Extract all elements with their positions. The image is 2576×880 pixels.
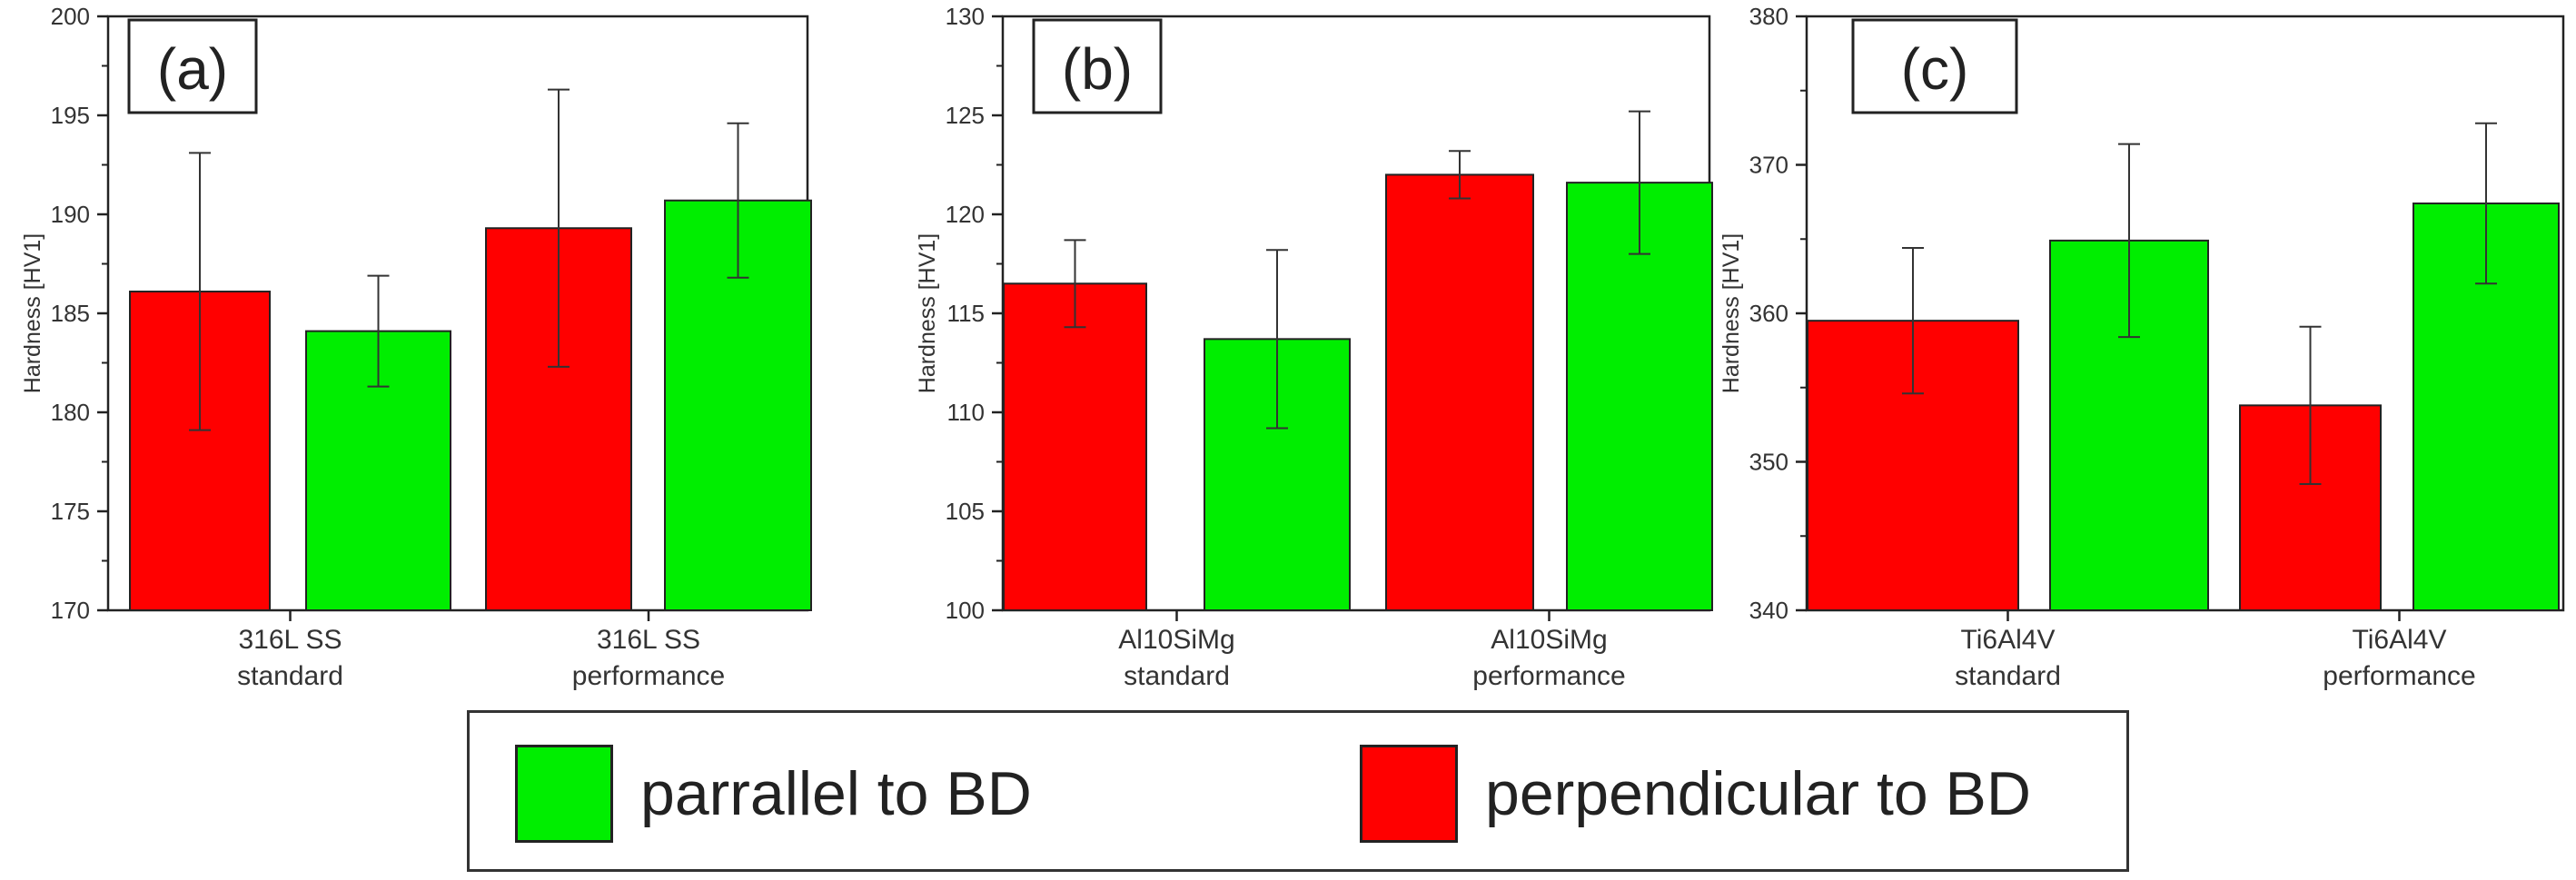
y-tick-label: 340: [1749, 597, 1788, 624]
x-tick-label-sub: performance: [572, 661, 725, 691]
legend-item-parallel: parrallel to BD: [515, 744, 1032, 844]
x-tick-label: Al10SiMg: [1491, 625, 1607, 655]
legend-item-perpendicular: perpendicular to BD: [1360, 744, 2031, 844]
y-tick-label: 380: [1749, 3, 1788, 30]
x-tick-label: Al10SiMg: [1118, 625, 1234, 655]
x-tick-label-sub: standard: [1124, 661, 1230, 691]
y-tick-label: 110: [947, 399, 985, 426]
panel-label-box: [127, 18, 258, 114]
y-tick-label: 195: [51, 102, 90, 129]
y-tick-label: 170: [51, 597, 90, 624]
panel-label: (b): [1062, 36, 1133, 102]
bar-perpendicular-performance: [1385, 173, 1534, 611]
panel-label-box: [1032, 18, 1163, 114]
y-tick-label: 360: [1749, 300, 1788, 327]
x-tick-label-sub: standard: [1955, 661, 2061, 691]
x-tick-label-sub: performance: [1472, 661, 1625, 691]
y-tick-label: 190: [51, 201, 90, 228]
y-tick-label: 105: [946, 498, 985, 525]
y-tick-label: 175: [51, 498, 90, 525]
legend-swatch-perpendicular: [1360, 745, 1458, 843]
y-tick-label: 100: [946, 597, 985, 624]
bar-perpendicular-standard: [1003, 282, 1147, 611]
y-tick-label: 130: [946, 3, 985, 30]
y-axis-label: Hardness [HV1]: [1719, 233, 1744, 393]
x-tick-label: 316L SS: [597, 625, 700, 655]
panel-label: (a): [157, 36, 228, 102]
y-tick-label: 185: [51, 300, 90, 327]
legend-label-parallel: parrallel to BD: [640, 759, 1032, 828]
chart-panel-a: 170 175 180 185 190 195 200 Hardness [HV1] 316L …: [20, 3, 812, 691]
chart-panel-c: 340 350 360 370 380 Hardness [HV1] Ti6Al4V stan…: [1719, 3, 2565, 691]
y-tick-label: 350: [1749, 449, 1788, 476]
y-axis-label: Hardness [HV1]: [915, 233, 940, 393]
x-tick-label-sub: standard: [237, 661, 343, 691]
y-tick-label: 120: [946, 201, 985, 228]
panel-label-box: [1851, 18, 2018, 114]
x-tick-label: Ti6Al4V: [1961, 625, 2056, 655]
y-tick-label: 125: [946, 102, 985, 129]
x-tick-label: Ti6Al4V: [2353, 625, 2447, 655]
legend: parrallel to BD perpendicular to BD: [467, 710, 2129, 872]
x-tick-label-sub: performance: [2323, 661, 2475, 691]
chart-panel-b: 100 105 110 115 120 125 130 Hardness [HV1] Al10S…: [915, 3, 1713, 691]
legend-swatch-parallel: [515, 745, 613, 843]
panel-label: (c): [1901, 36, 1969, 102]
x-tick-label: 316L SS: [239, 625, 342, 655]
y-tick-label: 200: [51, 3, 90, 30]
y-tick-label: 370: [1749, 152, 1788, 179]
y-tick-label: 180: [51, 399, 90, 426]
legend-label-perpendicular: perpendicular to BD: [1485, 759, 2032, 828]
y-tick-label: 115: [947, 300, 985, 327]
y-axis-label: Hardness [HV1]: [20, 233, 45, 393]
